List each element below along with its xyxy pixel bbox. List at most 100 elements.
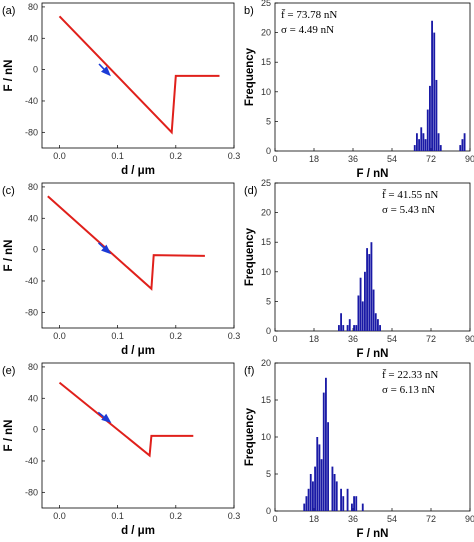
histogram-bar	[357, 295, 360, 331]
plot-frame	[274, 182, 471, 332]
histogram-bar	[342, 325, 345, 331]
histogram-bar	[361, 503, 364, 511]
histogram-bar	[416, 133, 418, 151]
panel-label: (c)	[2, 185, 15, 197]
histogram-bar	[340, 313, 342, 331]
panel-label: (e)	[2, 365, 15, 377]
histogram-bar	[346, 488, 349, 511]
panel-c: (c) 80 40 0 -40 -80 0.0 0.1 0.2 0.3 d / μm F / nN	[2, 182, 240, 357]
force-curve-line	[58, 381, 194, 458]
histogram-bar	[439, 145, 442, 151]
x-tick-label: 54	[387, 154, 397, 164]
x-tick-label: 0	[272, 334, 277, 344]
y-tick-label: -40	[25, 456, 38, 466]
histogram-bar	[314, 466, 316, 511]
y-tick-label: 15	[261, 395, 271, 405]
y-tick-label: 80	[28, 362, 38, 372]
y-tick-label: 5	[266, 469, 271, 479]
y-tick-label: 15	[261, 57, 271, 67]
plot-frame	[41, 2, 235, 149]
y-axis-label: F / nN	[3, 420, 15, 452]
y-tick-label: 5	[266, 296, 271, 306]
force-curve-line	[47, 195, 205, 291]
direction-arrow-shaft	[98, 242, 105, 249]
y-tick-label: 25	[261, 0, 271, 8]
y-axis-label: F / nN	[3, 240, 15, 272]
y-tick-label: 20	[261, 208, 271, 218]
x-axis-label: F / nN	[357, 348, 389, 360]
histogram-bar	[364, 271, 366, 331]
histogram-bar	[307, 488, 310, 511]
histogram-bar	[320, 459, 323, 511]
histogram-bar	[338, 325, 340, 331]
y-tick-label: -40	[25, 276, 38, 286]
histogram-bar	[435, 79, 438, 151]
x-tick-label: 0.2	[170, 511, 183, 521]
histogram-bar	[377, 319, 379, 331]
histogram-bar	[424, 139, 427, 151]
x-axis-label: F / nN	[357, 528, 389, 540]
x-tick-label: 54	[387, 334, 397, 344]
histogram-bar	[461, 139, 464, 151]
x-tick-label: 0	[272, 514, 277, 524]
x-tick-label: 90	[465, 514, 474, 524]
y-tick-label: 80	[28, 182, 38, 192]
histogram-bar	[342, 496, 345, 511]
x-tick-label: 0.0	[53, 331, 66, 341]
mean-force-annotation: f̄ = 41.55 nN	[382, 188, 438, 201]
histogram-bar	[309, 474, 312, 511]
panel-f: (f) 0 5 10 15 20 0 18 36 54 72 90 F / nN Frequency f̄ …	[244, 358, 474, 540]
y-tick-label: 10	[261, 87, 271, 97]
histogram-bar	[325, 377, 327, 511]
y-tick-label: 20	[261, 28, 271, 38]
histogram-bar	[361, 301, 364, 331]
histogram-bar	[327, 422, 329, 511]
x-tick-label: 0.2	[170, 331, 183, 341]
panel-label: (f)	[244, 365, 254, 377]
plot-frame	[274, 2, 471, 152]
histogram-bar	[426, 109, 429, 151]
histogram-bar	[433, 32, 436, 151]
y-tick-label: 0	[33, 245, 38, 255]
y-tick-label: -80	[25, 127, 38, 137]
x-tick-label: 90	[465, 334, 474, 344]
sigma-annotation: σ = 4.49 nN	[281, 24, 334, 36]
panel-e: (e) 80 40 0 -40 -80 0.0 0.1 0.2 0.3 d / μm F / nN	[2, 362, 240, 537]
x-axis-label: d / μm	[121, 165, 155, 177]
y-tick-label: 40	[28, 213, 38, 223]
histogram-bar	[370, 242, 373, 331]
y-tick-label: 40	[28, 393, 38, 403]
y-tick-label: 0	[33, 65, 38, 75]
histogram-bar	[353, 325, 355, 331]
y-tick-label: -80	[25, 307, 38, 317]
y-tick-label: 40	[28, 33, 38, 43]
y-axis-label: F / nN	[3, 60, 15, 92]
panel-d: (d) 0 5 10 15 20 25 0 18 36 54 72 90 F / nN Frequency f…	[244, 178, 474, 360]
x-tick-label: 0.3	[228, 511, 241, 521]
histogram-bar	[420, 127, 423, 151]
y-tick-label: -40	[25, 96, 38, 106]
histogram-bar	[359, 277, 362, 331]
x-axis-label: d / μm	[121, 525, 155, 537]
histogram-bar	[463, 133, 466, 151]
x-tick-label: 72	[426, 334, 436, 344]
x-tick-label: 0	[272, 154, 277, 164]
x-tick-label: 90	[465, 154, 474, 164]
histogram-bar	[305, 496, 308, 511]
y-tick-label: 0	[266, 326, 271, 336]
x-tick-label: 18	[309, 514, 319, 524]
histogram-bar	[459, 145, 462, 151]
histogram-bar	[379, 325, 381, 331]
x-tick-label: 72	[426, 514, 436, 524]
plot-frame	[274, 362, 471, 512]
x-tick-label: 0.0	[53, 151, 66, 161]
histogram-bar	[340, 488, 342, 511]
histogram-bar	[355, 325, 358, 331]
direction-arrow-shaft	[98, 63, 105, 70]
x-axis-label: F / nN	[357, 168, 389, 180]
y-axis-label: Frequency	[244, 227, 256, 286]
histogram-bar	[348, 319, 351, 331]
x-tick-label: 0.3	[228, 331, 241, 341]
direction-arrow-icon	[101, 413, 112, 423]
